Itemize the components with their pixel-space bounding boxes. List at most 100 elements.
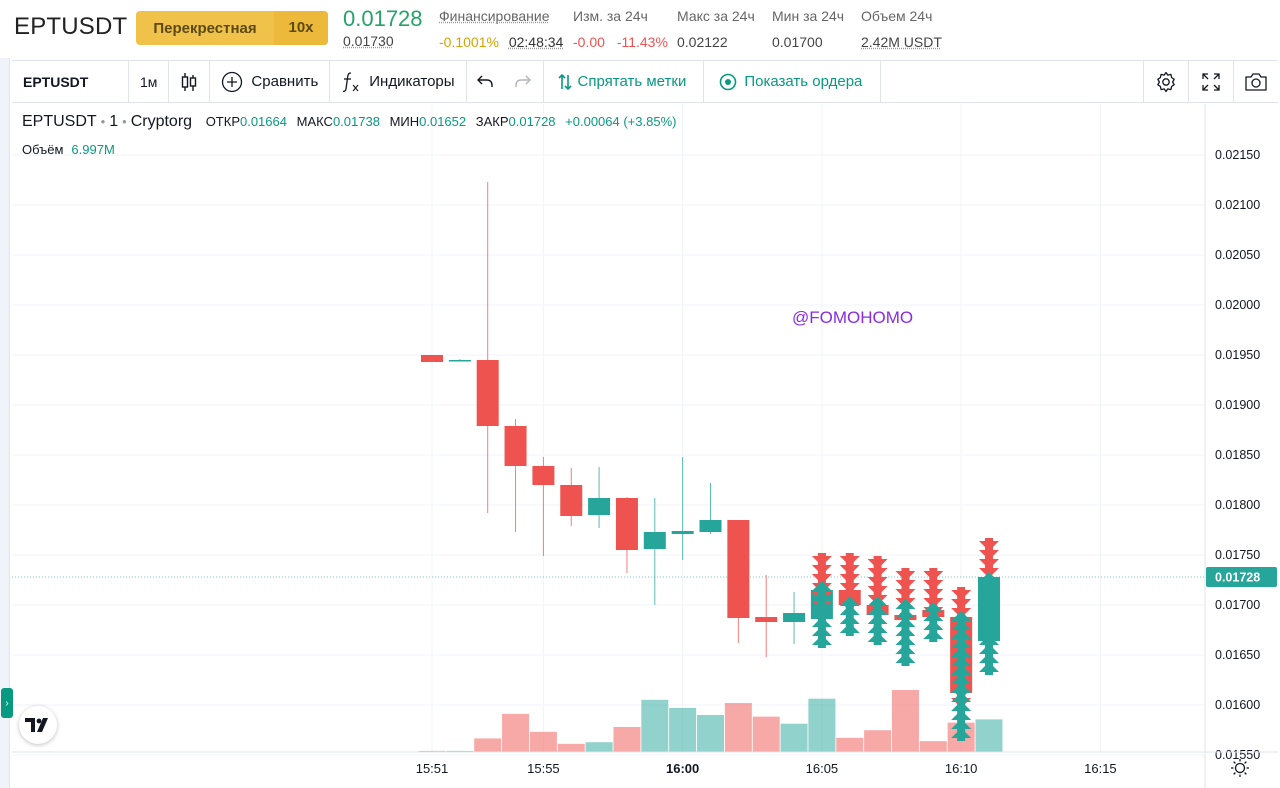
- price-tick-label: 0.01600: [1215, 698, 1260, 712]
- sell-arrow-mark: [867, 574, 888, 587]
- legend-high-label: МАКС: [296, 114, 333, 129]
- indicators-button[interactable]: Индикаторы: [330, 61, 467, 102]
- symbol-search-button[interactable]: EPTUSDT: [12, 61, 129, 102]
- settings-button[interactable]: [1143, 61, 1188, 102]
- compare-button[interactable]: Сравнить: [210, 61, 331, 102]
- price-chart[interactable]: 0.02150 0.02100 0.02050 0.02000 0.01950 0.019…: [12, 104, 1278, 788]
- series-legend: EPTUSDT • 1 • Cryptorg ОТКР0.01664 МАКС0.017…: [22, 113, 677, 130]
- price-tick-label: 0.01550: [1215, 748, 1260, 762]
- watermark-text: @FOMOHOMO: [792, 308, 914, 327]
- market-header: EPTUSDT Перекрестная 10x 0.01728 0.01730…: [0, 0, 1280, 58]
- buy-arrow-mark: [895, 635, 916, 648]
- funding-rate: -0.1001%: [439, 34, 499, 50]
- candle-body: [783, 613, 806, 622]
- undo-icon: [475, 74, 495, 90]
- time-tick-label: 16:00: [666, 761, 699, 776]
- low-value: 0.01700: [772, 34, 823, 50]
- buy-arrow-mark: [839, 623, 860, 636]
- sell-arrow-mark: [923, 568, 944, 581]
- volume-bar: [446, 750, 474, 752]
- tradingview-logo[interactable]: [19, 706, 57, 744]
- candle-body: [421, 355, 443, 362]
- buy-arrow-mark: [923, 629, 944, 642]
- buy-arrow-mark: [839, 605, 860, 618]
- candle-body: [476, 360, 499, 426]
- interval-button[interactable]: 1м: [129, 61, 170, 102]
- buy-arrow-mark: [923, 602, 944, 615]
- hide-marks-button[interactable]: Спрятать метки: [544, 61, 705, 102]
- screenshot-button[interactable]: [1233, 61, 1278, 102]
- buy-arrow-mark: [979, 617, 999, 630]
- candle-body: [448, 360, 471, 362]
- left-panel-strip: [0, 58, 10, 788]
- sell-arrow-mark: [811, 553, 832, 566]
- candle-body: [504, 426, 527, 466]
- sell-arrow-mark: [923, 586, 944, 599]
- buy-arrow-mark: [979, 590, 999, 603]
- price-tick-label: 0.01850: [1215, 448, 1260, 462]
- time-tick-label: 16:10: [945, 761, 978, 776]
- interval-label: 1м: [140, 73, 158, 90]
- buy-arrow-mark: [811, 635, 832, 648]
- volume-bar: [724, 703, 752, 752]
- price-tick-label: 0.02100: [1215, 198, 1260, 212]
- buy-arrow-mark: [951, 629, 972, 642]
- low-stat: Мин за 24ч 0.01700: [772, 8, 844, 50]
- buy-arrow-mark: [867, 623, 888, 636]
- price-tick-label: 0.02150: [1215, 148, 1260, 162]
- leverage-button[interactable]: 10x: [274, 11, 328, 45]
- redo-button[interactable]: [503, 61, 544, 102]
- camera-icon: [1244, 72, 1268, 92]
- volume-legend-label: Объём: [22, 142, 64, 157]
- time-tick-label: 16:05: [806, 761, 839, 776]
- sell-arrow-mark: [895, 586, 916, 599]
- buy-arrow-mark: [839, 596, 860, 609]
- volume-bar: [780, 723, 808, 752]
- buy-arrow-mark: [839, 614, 860, 627]
- buy-arrow-mark: [979, 608, 999, 621]
- buy-arrow-mark: [951, 683, 972, 696]
- legend-low: 0.01652: [419, 114, 467, 129]
- time-tick-label: 16:15: [1084, 761, 1117, 776]
- volume-bar: [418, 750, 446, 752]
- show-orders-button[interactable]: Показать ордера: [704, 61, 882, 102]
- sell-arrow-mark: [979, 547, 999, 560]
- buy-arrow-mark: [895, 617, 916, 630]
- sell-arrow-mark: [979, 538, 999, 551]
- candles: [421, 182, 1000, 710]
- buy-arrow-mark: [895, 653, 916, 666]
- sun-icon-ray: [1244, 772, 1247, 775]
- sell-arrow-mark: [839, 562, 860, 575]
- sell-arrow-mark: [951, 587, 972, 600]
- change-stat: Изм. за 24ч -0.00 -11.43%: [573, 8, 668, 50]
- hide-marks-label: Спрятать метки: [577, 73, 687, 90]
- buy-arrow-mark: [923, 611, 944, 624]
- buy-arrow-mark: [951, 611, 972, 624]
- margin-mode-button[interactable]: Перекрестная 10x: [136, 11, 328, 45]
- volume-bar: [502, 713, 530, 752]
- mark-price: 0.01730: [343, 33, 394, 49]
- price-tick-label: 0.01800: [1215, 498, 1260, 512]
- redo-icon: [513, 74, 533, 90]
- buy-arrow-mark: [951, 656, 972, 669]
- expand-panel-button[interactable]: ›: [1, 688, 13, 718]
- fullscreen-button[interactable]: [1188, 61, 1233, 102]
- symbol-title[interactable]: EPTUSDT: [14, 13, 128, 40]
- buy-arrow-mark: [811, 626, 832, 639]
- buy-arrow-mark: [811, 581, 832, 594]
- current-price-badge-label: 0.01728: [1215, 571, 1260, 585]
- undo-button[interactable]: [467, 61, 503, 102]
- chart-area[interactable]: 0.02150 0.02100 0.02050 0.02000 0.01950 0.019…: [12, 104, 1278, 788]
- volume-bars: [418, 690, 1003, 752]
- sun-icon-ray: [1233, 761, 1236, 764]
- axes: 0.02150 0.02100 0.02050 0.02000 0.01950 0.019…: [12, 104, 1278, 788]
- sell-arrow-mark: [951, 596, 972, 609]
- time-tick-label: 15:51: [416, 761, 449, 776]
- volume-value: 2.42M USDT: [861, 34, 942, 50]
- toolbar-symbol: EPTUSDT: [23, 73, 89, 90]
- buy-arrow-mark: [979, 635, 999, 648]
- sort-arrows-icon: [557, 73, 572, 91]
- function-icon: [341, 71, 361, 93]
- buy-arrow-mark: [867, 632, 888, 645]
- chart-type-button[interactable]: [169, 61, 211, 102]
